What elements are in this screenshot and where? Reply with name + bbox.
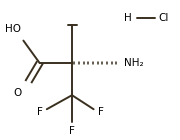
Text: H: H [124, 13, 131, 23]
Text: F: F [37, 107, 42, 117]
Text: HO: HO [5, 24, 21, 34]
Text: F: F [98, 107, 104, 117]
Text: O: O [14, 88, 22, 98]
Text: Cl: Cl [158, 13, 169, 23]
Text: F: F [69, 126, 75, 136]
Text: NH₂: NH₂ [124, 58, 144, 68]
